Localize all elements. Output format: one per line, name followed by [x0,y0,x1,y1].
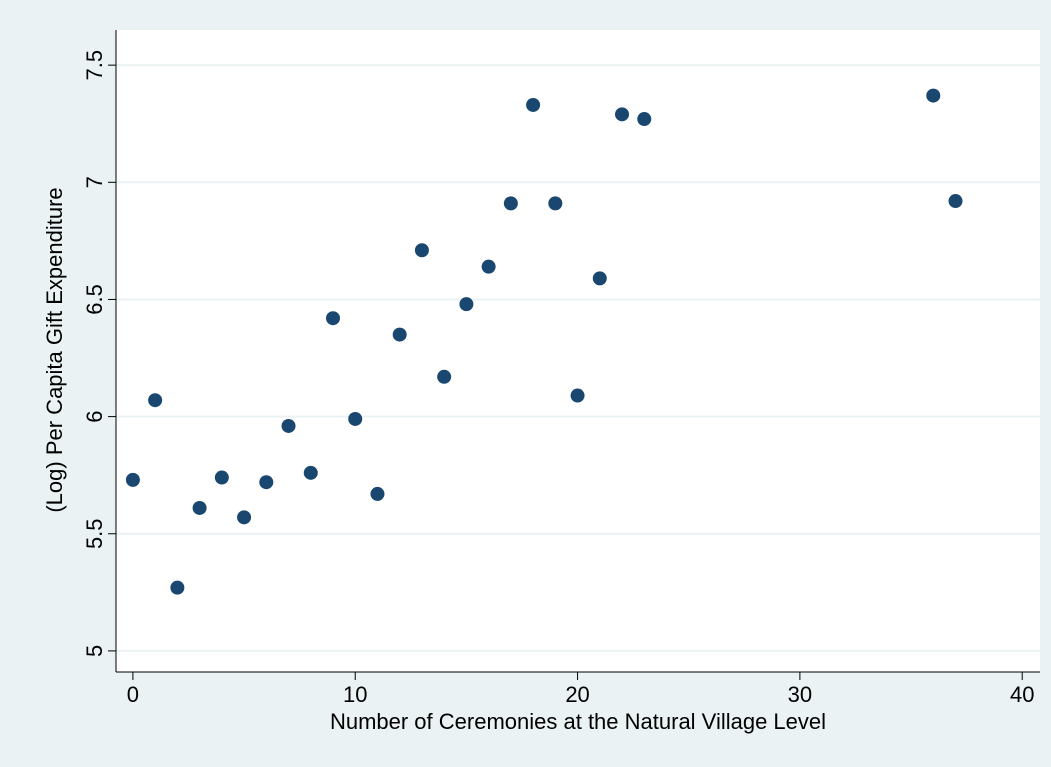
y-tick-label: 6 [82,410,107,422]
point [437,369,452,384]
y-axis-title: (Log) Per Capita Gift Expenditure [42,187,67,512]
point [503,196,518,211]
point [170,580,185,595]
plot-area [116,30,1040,672]
x-axis-title: Number of Ceremonies at the Natural Vill… [330,709,826,734]
point [214,470,229,485]
y-tick-label: 7.5 [82,50,107,81]
point [615,107,630,122]
point [237,510,252,525]
y-tick-label: 6.5 [82,284,107,315]
point [526,97,541,112]
point [192,500,207,515]
point [259,475,274,490]
x-tick-label: 10 [343,682,367,707]
point [125,472,140,487]
point [325,311,340,326]
x-tick-label: 40 [1010,682,1034,707]
point [148,393,163,408]
y-tick-label: 7 [82,176,107,188]
y-tick-label: 5 [82,645,107,657]
point [370,486,385,501]
x-tick-label: 30 [788,682,812,707]
point [303,465,318,480]
y-tick-label: 5.5 [82,518,107,549]
point [392,327,407,342]
point [948,194,963,209]
point [570,388,585,403]
x-tick-label: 20 [565,682,589,707]
point [926,88,941,103]
point [637,112,652,127]
point [548,196,563,211]
point [281,418,296,433]
point [414,243,429,258]
point [592,271,607,286]
point [459,297,474,312]
point [481,259,496,274]
x-tick-label: 0 [127,682,139,707]
point [348,411,363,426]
